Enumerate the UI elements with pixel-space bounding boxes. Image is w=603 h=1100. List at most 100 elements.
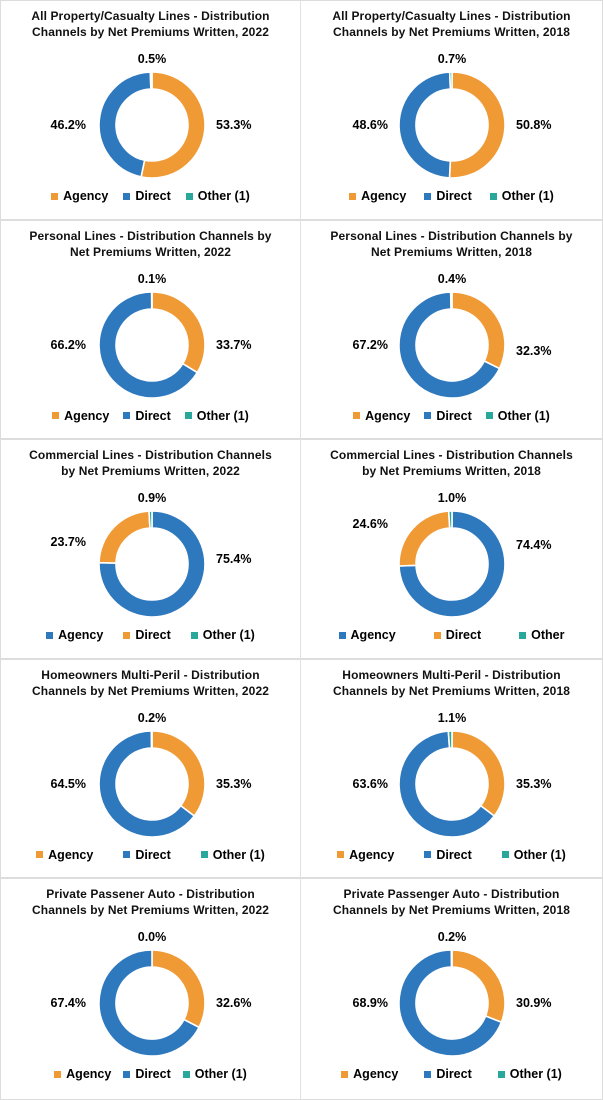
legend-item-agency: Agency [349, 189, 406, 203]
legend-swatch-icon [424, 412, 432, 420]
legend-swatch-icon [424, 1070, 432, 1078]
donut-slice-agency [398, 510, 506, 618]
value-label-other-1: 0.4% [437, 271, 467, 286]
chart-legend: Agency Direct Other (1) [301, 848, 602, 862]
chart-legend: Agency Direct Other (1) [1, 628, 300, 642]
legend-item-other-1: Other (1) [200, 848, 265, 862]
legend-label: Direct [436, 1067, 472, 1082]
value-label-direct: 68.9% [352, 996, 388, 1011]
value-label-other-1: 0.2% [137, 710, 167, 725]
legend-swatch-icon [200, 851, 208, 859]
legend-item-direct: Direct [123, 409, 171, 423]
value-label-agency: 32.6% [216, 996, 252, 1011]
donut-slice-other [447, 510, 453, 530]
legend-item-other-1: Other (1) [489, 189, 554, 203]
value-label-direct: 67.2% [352, 337, 388, 352]
value-label-other-1: 0.1% [137, 271, 167, 286]
legend-label: Direct [445, 628, 482, 643]
value-label-other-1: 0.0% [137, 930, 167, 945]
value-label-other-1: 0.2% [437, 930, 467, 945]
legend-item-agency: Agency [46, 628, 103, 642]
legend-item-other-1: Other (1) [185, 189, 250, 203]
legend-label: Direct [135, 847, 171, 862]
legend-item-other-1: Other (1) [485, 408, 550, 423]
chart-title-line: by Net Premiums Written, 2022 [61, 464, 240, 479]
legend-label: Other (1) [497, 408, 550, 423]
legend-item-other-1: Other (1) [184, 408, 249, 423]
donut-slice-direct [98, 290, 199, 399]
donut-chart [98, 71, 206, 179]
legend-label: Agency [58, 628, 104, 643]
chart-title: Personal Lines - Distribution Channels b… [1, 228, 300, 260]
legend-label: Agency [349, 847, 395, 862]
value-label-direct: 46.2% [50, 118, 86, 132]
value-label-agency: 50.8% [516, 118, 552, 132]
donut-chart [398, 290, 506, 399]
legend-label: Direct [436, 408, 472, 423]
legend-item-direct: Direct [123, 628, 171, 642]
legend-item-agency: Agency [337, 848, 394, 862]
donut-slice-other-1 [150, 729, 153, 749]
legend-label: Agency [365, 408, 411, 423]
chart-title: Homeowners Multi-Peril - Distribution Cha… [1, 667, 300, 699]
chart-cell-6: Commercial Lines - Distribution Channels… [301, 440, 602, 660]
chart-cell-5: Commercial Lines - Distribution Channels… [1, 440, 301, 660]
value-label-agency: 32.3% [516, 343, 552, 358]
legend-label: Other (1) [509, 1067, 562, 1082]
value-label-direct: 64.5% [50, 776, 86, 791]
donut-slice-other-1 [149, 71, 153, 90]
legend-item-direct: Direct [424, 408, 472, 423]
value-label-agency: 75.4% [216, 552, 252, 567]
legend-item-other-1: Other (1) [501, 848, 566, 862]
legend-item-direct: Direct [123, 1067, 171, 1081]
chart-title-line: Commercial Lines - Distribution Channels [330, 448, 573, 463]
legend-label: Direct [436, 847, 472, 862]
legend-label: Other (1) [197, 189, 250, 203]
donut-slice-other-1 [449, 290, 453, 310]
legend-swatch-icon [489, 192, 497, 200]
legend-label: Agency [353, 1067, 399, 1082]
legend-item-agency: Agency [52, 409, 109, 423]
donut-slice-agency [451, 290, 506, 369]
donut-slice-other-1 [448, 71, 453, 90]
value-label-agency: 30.9% [516, 996, 552, 1011]
legend-swatch-icon [123, 1070, 131, 1078]
value-label-other-1: 0.7% [437, 52, 467, 66]
chart-legend: Agency Direct Other [301, 628, 602, 642]
value-label-other: 1.0% [437, 491, 467, 506]
chart-title-line: Net Premiums Written, 2022 [69, 244, 232, 259]
legend-swatch-icon [123, 631, 131, 639]
value-label-other-1: 1.1% [437, 710, 467, 725]
legend-swatch-icon [349, 192, 357, 200]
legend-swatch-icon [185, 192, 193, 200]
legend-swatch-icon [123, 851, 131, 859]
legend-label: Other (1) [501, 189, 554, 203]
legend-item-other-1: Other (1) [497, 1067, 562, 1082]
legend-swatch-icon [353, 412, 361, 420]
donut-chart [398, 949, 506, 1058]
chart-cell-3: Personal Lines - Distribution Channels b… [1, 220, 301, 441]
legend-label: Agency [66, 1067, 112, 1082]
chart-title-line: Channels by Net Premiums Written, 2022 [32, 903, 269, 918]
value-label-direct: 66.2% [50, 337, 86, 352]
legend-swatch-icon [46, 631, 54, 639]
legend-swatch-icon [36, 851, 44, 859]
value-label-other-1: 0.5% [137, 52, 167, 66]
chart-title-line: Commercial Lines - Distribution Channels [29, 448, 272, 463]
legend-label: Other (1) [196, 408, 249, 423]
legend-swatch-icon [338, 631, 346, 639]
legend-label: Agency [63, 189, 109, 203]
legend-item-agency: Agency [36, 848, 93, 862]
chart-title-line: Channels by Net Premiums Written, 2022 [32, 683, 269, 698]
legend-swatch-icon [51, 192, 59, 200]
donut-slice-direct [98, 949, 200, 1058]
legend-label: Direct [135, 189, 171, 203]
legend-label: Other (1) [202, 628, 255, 643]
legend-swatch-icon [123, 412, 131, 420]
donut-slice-agency [451, 729, 506, 817]
chart-cell-10: Private Passenger Auto - Distribution Cha… [301, 879, 602, 1099]
chart-title: Homeowners Multi-Peril - Distribution Cha… [301, 667, 602, 699]
value-label-agency: 53.3% [216, 118, 252, 132]
legend-item-agency: Agency [341, 1067, 398, 1081]
value-label-other-1: 0.9% [137, 491, 167, 506]
